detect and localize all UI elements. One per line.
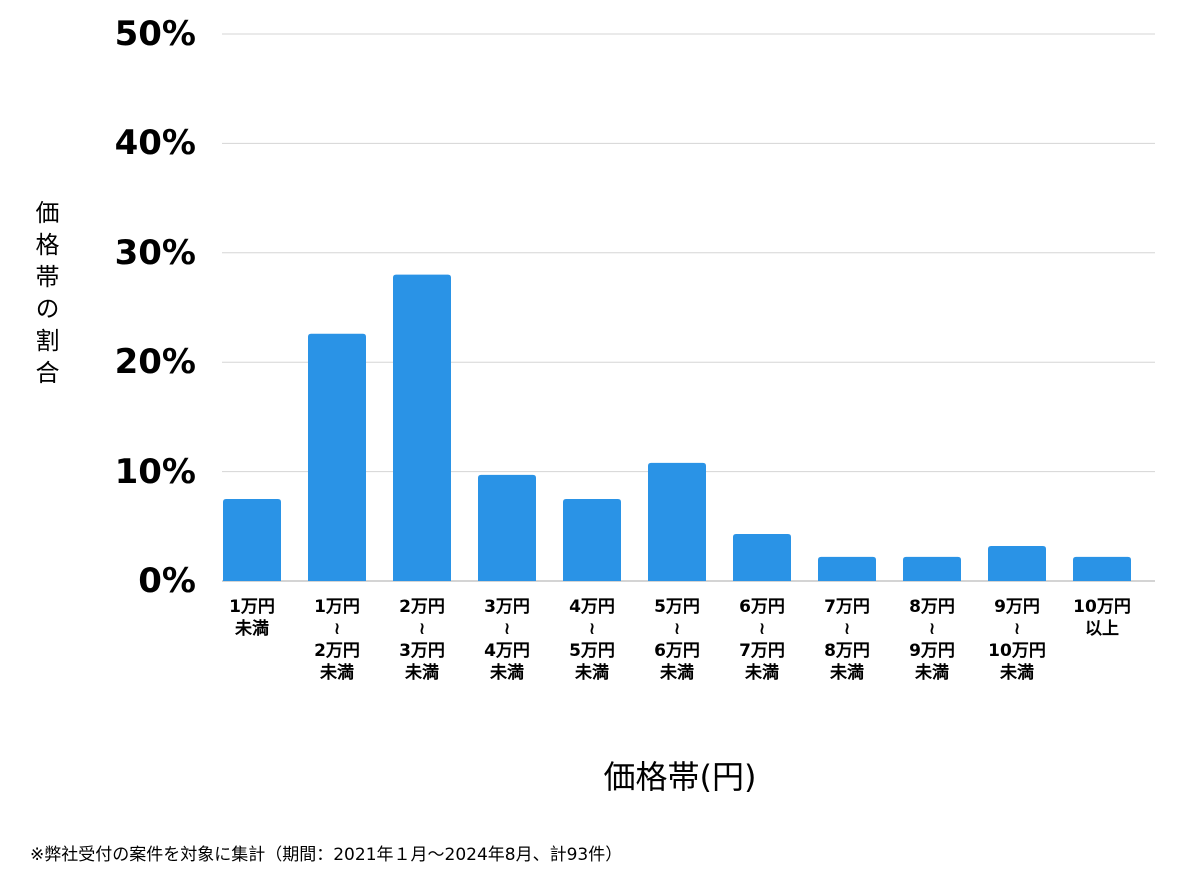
bar	[393, 274, 451, 581]
bar	[223, 498, 281, 581]
y-tick-label: 50%	[114, 14, 196, 54]
x-tick-label: 10万円 以上	[1073, 597, 1131, 639]
bar	[988, 545, 1046, 581]
x-tick-label: 3万円 ≀ 4万円 未満	[484, 597, 530, 683]
bar	[733, 533, 791, 581]
y-tick-label: 10%	[114, 451, 196, 492]
x-tick-label: 4万円 ≀ 5万円 未満	[569, 597, 615, 683]
bar	[563, 498, 621, 581]
x-tick-label: 9万円 ≀ 10万円 未満	[988, 597, 1046, 683]
y-tick-label: 40%	[114, 123, 196, 164]
bar	[308, 333, 366, 581]
bar	[1073, 556, 1131, 581]
x-axis-title: 価格帯(円)	[603, 758, 757, 796]
x-tick-label: 8万円 ≀ 9万円 未満	[909, 597, 955, 683]
y-tick-label: 0%	[138, 561, 196, 601]
bar	[903, 556, 961, 581]
y-axis-title: 価格帯の割合	[31, 200, 59, 392]
bar	[478, 474, 536, 581]
x-tick-label: 1万円 ≀ 2万円 未満	[314, 597, 360, 683]
x-tick-label: 7万円 ≀ 8万円 未満	[824, 597, 870, 683]
x-tick-label: 1万円 未満	[229, 597, 275, 639]
x-tick-label: 6万円 ≀ 7万円 未満	[739, 597, 785, 683]
bar	[818, 556, 876, 581]
footnote: ※弊社受付の案件を対象に集計（期間：2021年１月〜2024年8月、計93件）	[30, 845, 623, 865]
x-tick-label: 2万円 ≀ 3万円 未満	[399, 597, 445, 683]
x-tick-label: 5万円 ≀ 6万円 未満	[654, 597, 700, 683]
y-tick-label: 30%	[114, 232, 196, 273]
y-tick-label: 20%	[114, 342, 196, 383]
bar	[648, 462, 706, 581]
